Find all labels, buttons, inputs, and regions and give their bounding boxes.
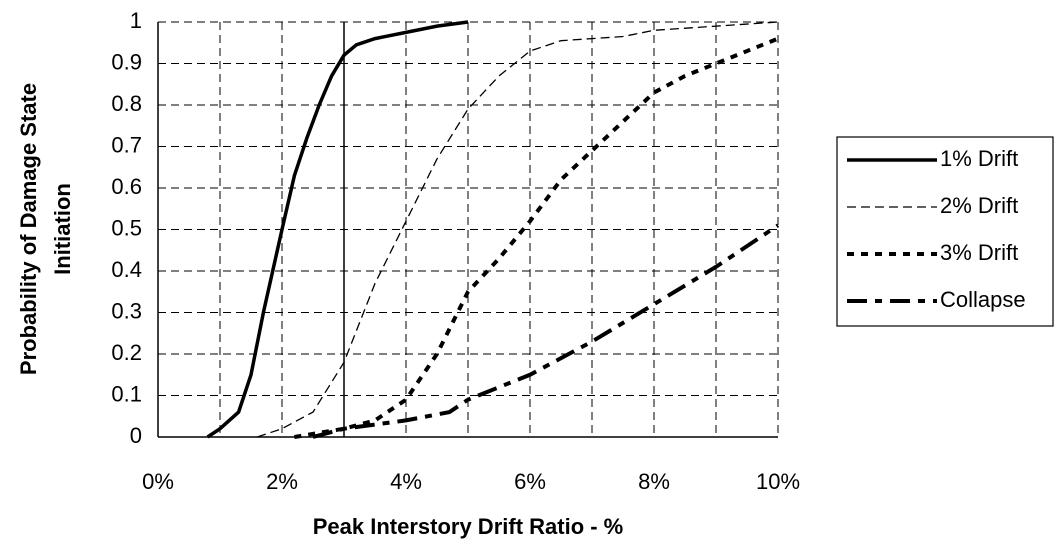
y-tick-label: 0.8 (111, 91, 142, 116)
legend-label: 3% Drift (940, 240, 1018, 265)
y-axis-title-line: Initiation (50, 183, 75, 275)
x-tick-label: 10% (756, 469, 800, 494)
series-line (312, 223, 780, 439)
y-tick-label: 0.2 (111, 340, 142, 365)
series-line (256, 21, 779, 438)
x-axis-title: Peak Interstory Drift Ratio - % (313, 514, 624, 539)
y-axis-title-line: Probability of Damage State (16, 83, 41, 375)
series-line (206, 20, 469, 439)
legend-label: 2% Drift (940, 193, 1018, 218)
y-tick-label: 0.4 (111, 257, 142, 282)
y-tick-label: 0 (130, 423, 142, 448)
y-axis-title: Probability of Damage State Initiation (16, 83, 75, 375)
y-tick-label: 0.6 (111, 174, 142, 199)
x-tick-label: 2% (266, 469, 298, 494)
x-tick-label: 0% (142, 469, 174, 494)
x-tick-label: 8% (638, 469, 670, 494)
x-tick-label: 6% (514, 469, 546, 494)
y-tick-label: 0.5 (111, 215, 142, 240)
y-tick-label: 0.9 (111, 49, 142, 74)
legend-box (836, 136, 1054, 327)
x-tick-label: 4% (390, 469, 422, 494)
legend-label: 1% Drift (940, 146, 1018, 171)
y-tick-label: 0.1 (111, 381, 142, 406)
y-tick-label: 0.7 (111, 132, 142, 157)
y-tick-label: 1 (130, 8, 142, 33)
series-line (294, 36, 779, 439)
y-tick-label: 0.3 (111, 298, 142, 323)
legend-label: Collapse (940, 287, 1026, 312)
